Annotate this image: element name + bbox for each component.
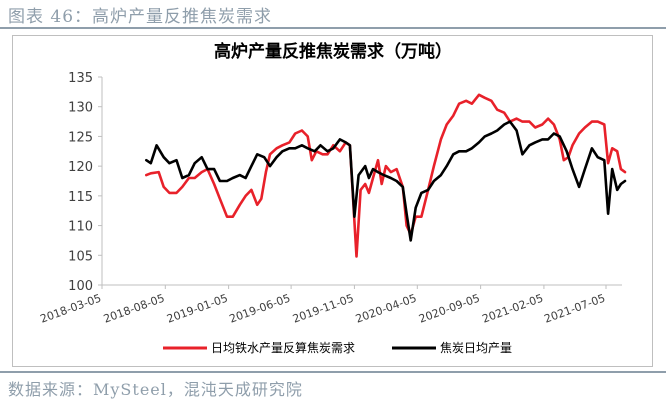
x-tick-label: 2021-07-05 bbox=[542, 292, 607, 326]
y-tick-label: 130 bbox=[68, 101, 93, 116]
x-tick-label: 2018-03-05 bbox=[38, 292, 103, 326]
chart-legend: 日均铁水产量反算焦炭需求 焦炭日均产量 bbox=[163, 340, 512, 355]
y-tick-label: 105 bbox=[68, 249, 93, 264]
x-tick-label: 2019-01-05 bbox=[165, 292, 230, 326]
y-tick-label: 115 bbox=[68, 190, 93, 205]
caption-divider bbox=[0, 27, 666, 29]
legend-label-2: 焦炭日均产量 bbox=[440, 341, 512, 355]
y-tick-label: 125 bbox=[68, 130, 93, 145]
x-tick-label: 2021-02-05 bbox=[480, 292, 545, 326]
x-tick-label: 2020-09-05 bbox=[417, 292, 482, 326]
line-chart: 高炉产量反推焦炭需求（万吨） 100 105 110 115 120 125 130 135 2… bbox=[38, 41, 627, 355]
chart-title: 高炉产量反推焦炭需求（万吨） bbox=[214, 41, 452, 62]
legend-label-1: 日均铁水产量反算焦炭需求 bbox=[211, 340, 355, 355]
figure-caption: 图表 46：高炉产量反推焦炭需求 bbox=[8, 7, 273, 27]
chart-axes: 100 105 110 115 120 125 130 135 2018-03-052018-0… bbox=[38, 71, 622, 326]
y-tick-label: 135 bbox=[68, 71, 93, 86]
y-tick-label: 120 bbox=[68, 160, 93, 175]
x-tick-label: 2019-06-05 bbox=[228, 292, 293, 326]
x-tick-label: 2019-11-05 bbox=[291, 292, 356, 326]
source-divider bbox=[0, 371, 666, 373]
y-tick-label: 110 bbox=[68, 220, 93, 235]
series-line-2 bbox=[145, 120, 627, 242]
series-layer bbox=[145, 93, 627, 258]
chart-frame: 高炉产量反推焦炭需求（万吨） 100 105 110 115 120 125 130 135 2… bbox=[12, 35, 653, 367]
x-tick-label: 2020-04-05 bbox=[354, 292, 419, 326]
x-tick-label: 2018-08-05 bbox=[102, 292, 167, 326]
source-note: 数据来源：MySteel，混沌天成研究院 bbox=[8, 380, 303, 399]
y-tick-label: 100 bbox=[68, 279, 93, 294]
